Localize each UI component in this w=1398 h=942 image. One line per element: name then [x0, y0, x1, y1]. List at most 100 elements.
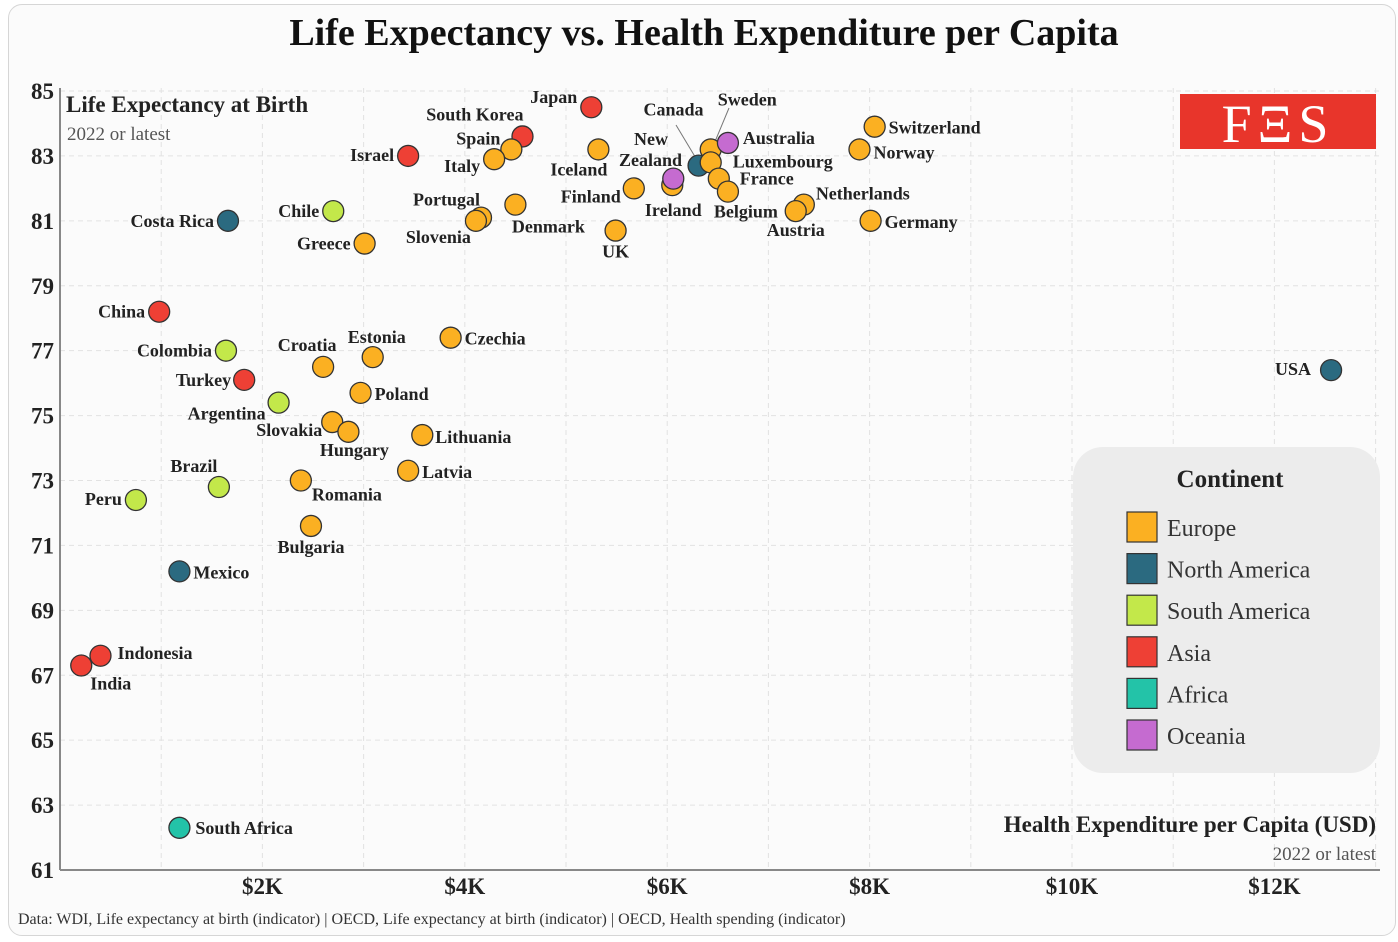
point-israel	[396, 144, 420, 168]
point-lithuania	[411, 423, 434, 447]
y-tick-label: 85	[31, 79, 54, 104]
point-label: Slovakia	[256, 420, 322, 440]
point-south-africa	[168, 816, 191, 839]
point-australia	[716, 131, 740, 155]
point-chile	[322, 199, 345, 223]
point-norway	[848, 138, 871, 161]
point-croatia	[311, 355, 335, 379]
point-label: Chile	[278, 201, 319, 221]
x-tick-label: $10K	[1046, 874, 1099, 899]
point-label: Brazil	[170, 456, 217, 476]
point-label: Denmark	[512, 217, 585, 237]
point-finland	[622, 177, 645, 200]
y-tick-label: 73	[31, 469, 54, 494]
points	[70, 96, 1343, 839]
point-india	[70, 654, 93, 677]
y-tick-label: 79	[31, 274, 54, 299]
point-label: Finland	[561, 186, 621, 206]
y-tick-label: 83	[31, 144, 54, 169]
point-label: Norway	[873, 142, 934, 162]
legend-item-label: Europe	[1167, 516, 1236, 542]
point-label: India	[90, 674, 131, 694]
chart-title: Life Expectancy vs. Health Expenditure p…	[289, 12, 1118, 54]
leader-lines	[675, 107, 730, 161]
point-iceland	[587, 138, 610, 161]
x-axis-label: Health Expenditure per Capita (USD)	[1004, 812, 1376, 837]
point-label: Sweden	[718, 89, 777, 109]
point-denmark	[504, 193, 527, 216]
point-label: Costa Rica	[130, 211, 214, 231]
y-tick-label: 71	[31, 533, 54, 558]
point-label: Bulgaria	[277, 537, 344, 557]
point-brazil	[207, 475, 231, 499]
point-label: South Korea	[426, 104, 523, 124]
point-label: Hungary	[320, 440, 389, 460]
legend-swatch	[1126, 552, 1158, 585]
point-label: Lithuania	[435, 427, 511, 447]
point-label: France	[740, 169, 794, 189]
point-label: Croatia	[278, 335, 337, 355]
point-label: Austria	[767, 220, 825, 240]
point-label: Slovenia	[406, 227, 471, 247]
point-label: Mexico	[193, 562, 249, 582]
point-estonia	[361, 346, 384, 369]
point-slovenia	[464, 209, 488, 232]
point-label: Luxembourg	[733, 151, 833, 171]
point-greece	[353, 232, 376, 255]
legend-item-label: Asia	[1167, 641, 1211, 667]
x-tick-label: $12K	[1248, 874, 1301, 899]
legend: Continent Europe North America South Ameri…	[1073, 447, 1380, 773]
point-austria	[784, 199, 807, 223]
legend-item-label: Africa	[1167, 682, 1229, 708]
point-label: Switzerland	[889, 118, 981, 138]
point-label: Peru	[85, 489, 122, 509]
y-tick-label: 65	[31, 728, 54, 753]
point-labels: Japan South Korea Spain Italy Israel Iceland C…	[85, 87, 1311, 838]
y-axis-label: Life Expectancy at Birth	[66, 92, 308, 117]
point-label: China	[98, 302, 145, 322]
point-label: Belgium	[714, 202, 778, 222]
point-slovakia	[321, 410, 344, 434]
point-label: UK	[602, 242, 629, 262]
x-tick-label: $4K	[444, 874, 485, 899]
point-label: Iceland	[550, 159, 607, 179]
point-czechia	[439, 326, 462, 349]
point-bulgaria	[299, 514, 323, 538]
source-note: Data: WDI, Life expectancy at birth (ind…	[18, 911, 846, 928]
point-label: New Zealand	[619, 129, 682, 170]
legend-swatch	[1126, 594, 1158, 626]
y-tick-label: 67	[31, 663, 54, 688]
legend-title: Continent	[1177, 466, 1285, 493]
point-label: Indonesia	[117, 643, 192, 663]
point-label: Australia	[743, 128, 815, 148]
legend-swatch	[1126, 636, 1158, 668]
point-hungary	[337, 420, 360, 443]
point-label: Turkey	[176, 370, 231, 390]
point-label: USA	[1275, 359, 1311, 379]
point-italy	[482, 148, 506, 171]
point-label: Latvia	[422, 462, 472, 482]
point-label: Estonia	[348, 327, 406, 347]
y-axis-sublabel: 2022 or latest	[67, 124, 171, 145]
point-japan	[580, 96, 603, 119]
y-tick-label: 61	[31, 858, 54, 883]
point-spain	[500, 138, 523, 161]
axes: 61 63 65 67 69 71 73 75 77 79 81 83 85 $2K $4K $6K $8K $1…	[31, 79, 1380, 899]
point-label: Ireland	[645, 200, 702, 220]
point-label: South Africa	[195, 818, 293, 838]
y-tick-label: 63	[31, 793, 54, 818]
point-uk	[604, 219, 627, 242]
point-label: Portugal	[413, 190, 480, 210]
x-tick-label: $8K	[849, 874, 890, 899]
point-label: Greece	[297, 234, 351, 254]
point-label: Colombia	[137, 341, 212, 361]
point-poland	[349, 381, 372, 405]
point-label: Czechia	[465, 329, 526, 349]
legend-item-label: Oceania	[1167, 724, 1246, 750]
point-switzerland	[863, 115, 886, 138]
point-indonesia	[89, 644, 112, 667]
legend-swatch	[1126, 719, 1158, 751]
point-label: Argentina	[188, 404, 266, 424]
point-label: Poland	[375, 384, 429, 404]
